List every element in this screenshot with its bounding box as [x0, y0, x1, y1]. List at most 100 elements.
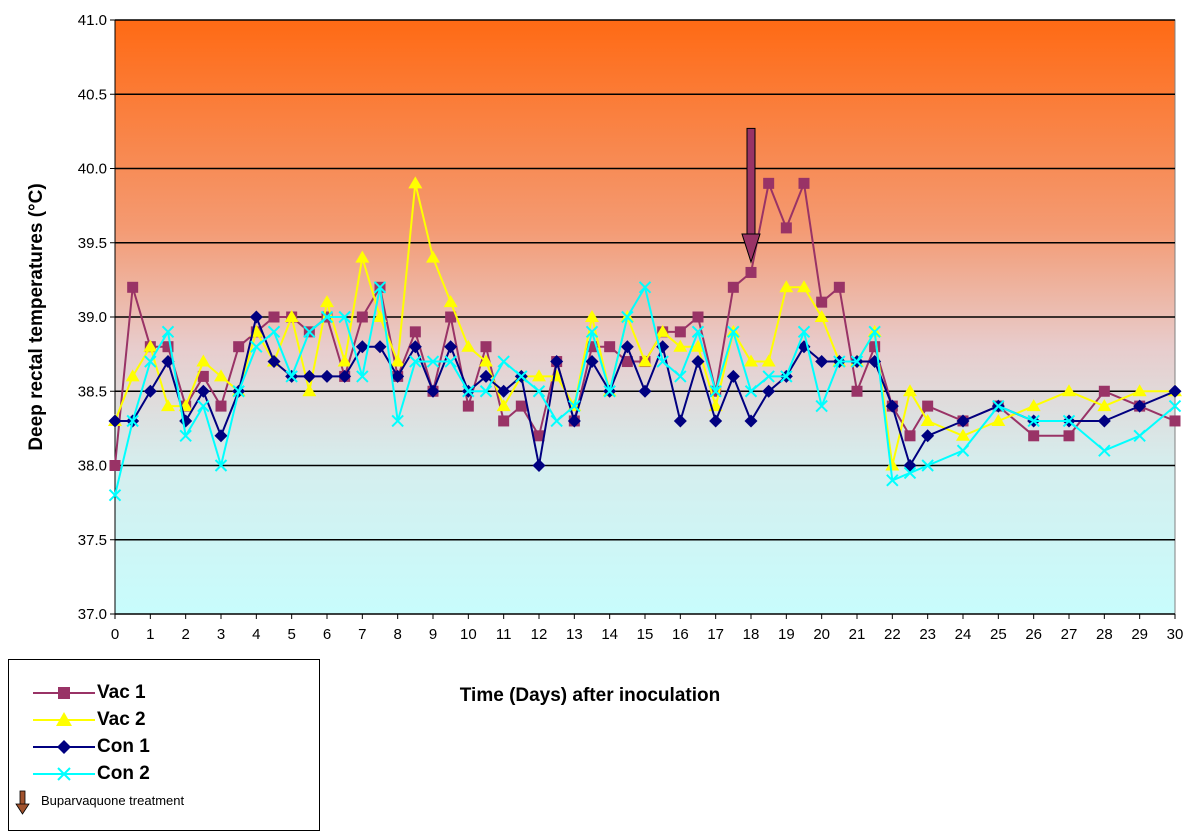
series-lines: [108, 176, 1182, 502]
data-point: [638, 384, 652, 398]
x-tick-label: 4: [252, 626, 260, 643]
data-point: [320, 369, 334, 383]
legend-label-con2: Con 2: [97, 763, 150, 784]
data-point: [443, 295, 458, 308]
x-tick-label: 2: [181, 626, 189, 643]
data-point: [851, 385, 863, 397]
data-point: [390, 354, 405, 367]
data-point: [267, 355, 281, 369]
data-point: [1168, 399, 1182, 413]
data-point: [780, 222, 792, 234]
data-point: [356, 311, 368, 323]
data-point: [320, 295, 334, 308]
data-point: [355, 250, 370, 263]
x-tick-label: 7: [358, 626, 366, 643]
treatment-arrow-icon: [15, 790, 30, 815]
data-point: [233, 341, 245, 353]
x-tick-label: 30: [1167, 626, 1184, 643]
legend: Vac 1 Vac 2 Con 1 Con 2 Buparvaquone tre…: [8, 659, 320, 831]
data-point: [744, 354, 758, 367]
data-point: [638, 281, 652, 294]
data-point: [391, 414, 404, 428]
x-tick-label: 24: [955, 626, 972, 643]
data-point: [797, 325, 811, 339]
data-point: [655, 324, 670, 337]
data-point: [497, 384, 511, 398]
data-point: [1169, 415, 1181, 427]
data-point: [462, 385, 475, 398]
data-point: [568, 399, 581, 413]
data-point: [814, 310, 829, 322]
data-point: [214, 429, 228, 443]
data-point: [391, 369, 405, 383]
data-point: [197, 399, 210, 413]
x-tick-label: 23: [919, 626, 936, 643]
data-point: [214, 369, 228, 382]
data-point: [1027, 414, 1040, 428]
treatment-arrow-shaft: [746, 127, 756, 235]
data-point: [408, 176, 423, 189]
data-point: [1028, 430, 1040, 442]
data-point: [762, 384, 776, 398]
data-point: [620, 340, 634, 354]
data-point: [673, 414, 687, 428]
data-point: [268, 311, 280, 323]
data-point: [709, 385, 722, 398]
data-point: [656, 355, 669, 368]
data-point: [903, 466, 917, 480]
data-point: [920, 413, 935, 426]
data-point: [250, 340, 263, 353]
data-point: [673, 339, 688, 352]
data-point: [798, 177, 810, 189]
series-vac-1: [109, 177, 1181, 471]
data-point: [498, 415, 510, 427]
data-point: [1026, 399, 1041, 412]
x-tick-label: 17: [707, 626, 724, 643]
data-point: [1098, 385, 1110, 397]
data-point: [885, 458, 900, 471]
data-point: [674, 326, 686, 338]
legend-marker-con2: [33, 767, 95, 781]
data-point: [127, 281, 139, 293]
data-point: [533, 430, 545, 442]
data-point: [550, 355, 564, 369]
y-tick-label: 41.0: [78, 12, 107, 29]
x-tick-label: 29: [1131, 626, 1148, 643]
data-point: [338, 310, 351, 324]
data-point: [922, 400, 934, 412]
x-tick-label: 5: [287, 626, 295, 643]
data-point: [162, 341, 174, 353]
data-point: [215, 400, 227, 412]
y-tick-label: 38.5: [78, 383, 107, 400]
data-point: [691, 339, 705, 352]
data-point: [1133, 429, 1146, 443]
data-point: [161, 399, 175, 412]
y-tick-label: 40.0: [78, 161, 107, 178]
legend-marker-vac2: [33, 712, 95, 726]
series-con-2: [108, 281, 1182, 502]
data-point: [603, 385, 616, 398]
series-line: [115, 316, 1176, 467]
data-point: [196, 354, 211, 367]
data-point: [850, 355, 864, 368]
x-tick-label: 25: [990, 626, 1007, 643]
data-point: [143, 339, 158, 352]
data-point: [373, 340, 387, 354]
data-point: [461, 339, 476, 352]
data-point: [815, 355, 829, 369]
legend-item-vac1: Vac 1: [9, 680, 309, 706]
data-point: [1168, 384, 1182, 398]
x-tick-label: 12: [531, 626, 548, 643]
data-point: [1133, 399, 1147, 413]
data-point: [161, 325, 175, 339]
x-tick-label: 27: [1061, 626, 1078, 643]
data-point: [567, 414, 581, 428]
data-point: [1097, 399, 1112, 412]
legend-item-con2: Con 2: [9, 761, 309, 787]
x-tick-label: 0: [111, 626, 119, 643]
data-point: [816, 296, 828, 308]
data-point: [761, 354, 776, 367]
data-point: [462, 400, 474, 412]
data-point: [745, 266, 757, 278]
data-point: [302, 384, 317, 397]
